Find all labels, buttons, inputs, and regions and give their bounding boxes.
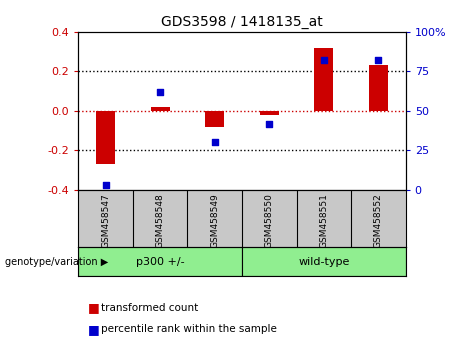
Text: p300 +/-: p300 +/- bbox=[136, 257, 184, 267]
Point bbox=[375, 57, 382, 63]
Text: transformed count: transformed count bbox=[101, 303, 199, 313]
Text: ■: ■ bbox=[88, 302, 99, 314]
Bar bbox=[260, 111, 279, 115]
Text: GSM458550: GSM458550 bbox=[265, 193, 274, 248]
Bar bbox=[151, 107, 170, 111]
Title: GDS3598 / 1418135_at: GDS3598 / 1418135_at bbox=[161, 16, 323, 29]
Point bbox=[320, 57, 327, 63]
Point bbox=[211, 140, 219, 145]
Bar bbox=[369, 65, 388, 111]
Text: ■: ■ bbox=[88, 323, 99, 336]
Text: wild-type: wild-type bbox=[298, 257, 349, 267]
Text: GSM458551: GSM458551 bbox=[319, 193, 328, 248]
Bar bbox=[78, 247, 242, 276]
Point bbox=[102, 182, 109, 188]
Bar bbox=[96, 111, 115, 164]
Point bbox=[266, 121, 273, 126]
Text: GSM458547: GSM458547 bbox=[101, 193, 110, 247]
Bar bbox=[205, 111, 225, 127]
Point bbox=[157, 89, 164, 95]
Text: GSM458548: GSM458548 bbox=[156, 193, 165, 247]
Text: genotype/variation ▶: genotype/variation ▶ bbox=[5, 257, 108, 267]
Text: percentile rank within the sample: percentile rank within the sample bbox=[101, 324, 278, 334]
Text: GSM458552: GSM458552 bbox=[374, 193, 383, 247]
Bar bbox=[242, 247, 406, 276]
Text: GSM458549: GSM458549 bbox=[210, 193, 219, 247]
Bar bbox=[314, 48, 333, 111]
